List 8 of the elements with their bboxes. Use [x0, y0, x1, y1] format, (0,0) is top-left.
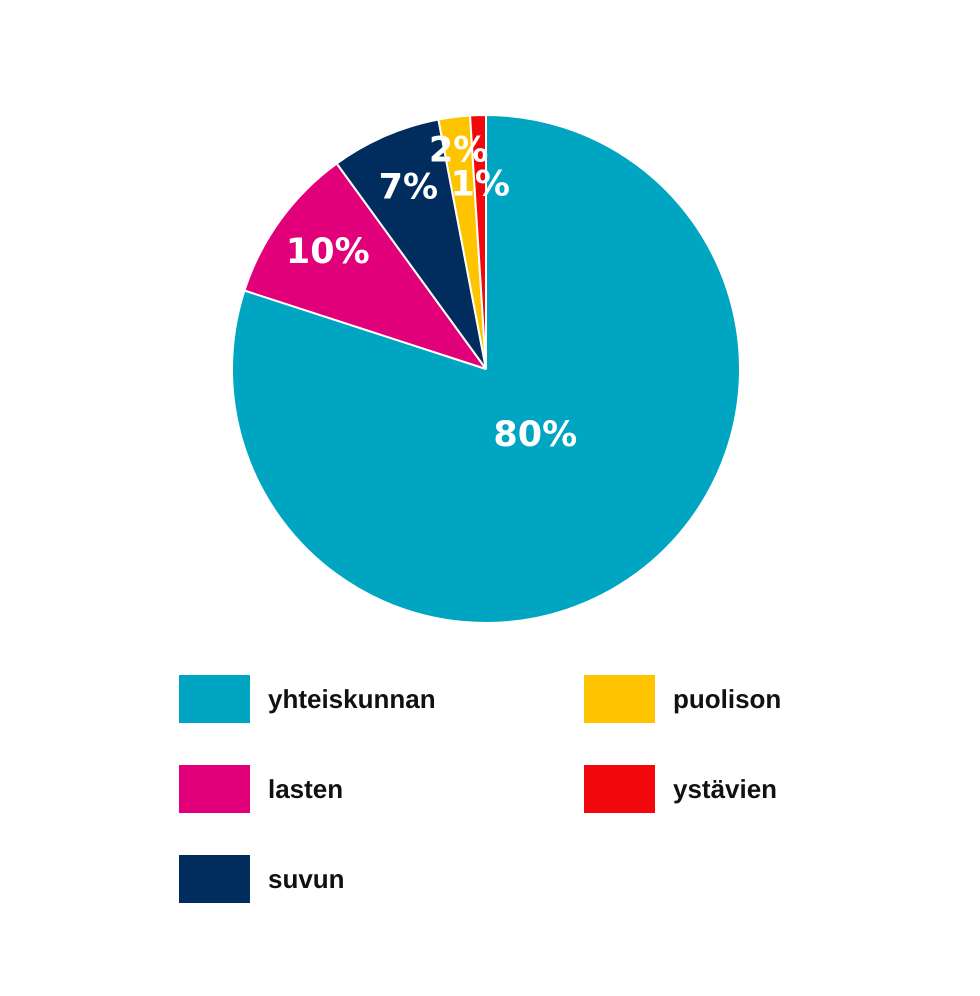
legend-label: puolison	[673, 684, 782, 714]
legend-label: suvun	[268, 864, 345, 894]
data-label: 80%	[493, 414, 578, 455]
legend-label: lasten	[268, 774, 344, 804]
data-label: 7%	[378, 168, 438, 208]
legend-label: ystävien	[673, 774, 778, 804]
data-label: 10%	[286, 232, 370, 272]
legend-label: yhteiskunnan	[268, 684, 436, 714]
